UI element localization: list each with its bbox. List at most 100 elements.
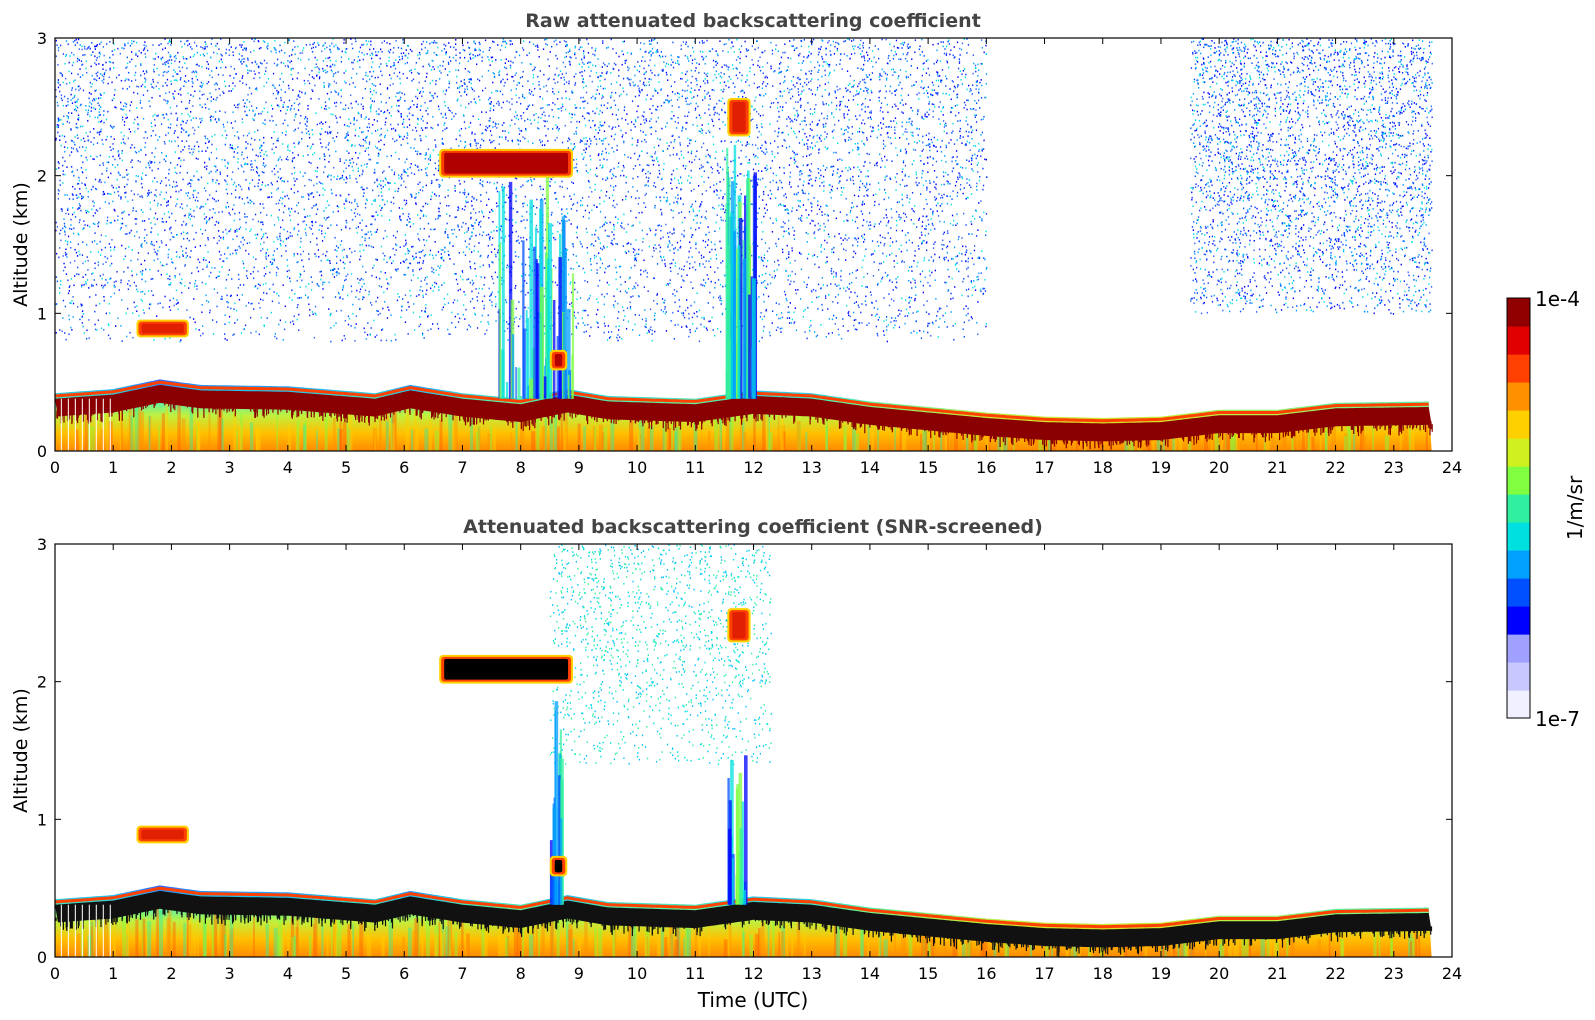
x-tick-label: 12: [743, 964, 763, 983]
x-tick-label: 2: [166, 964, 176, 983]
snr-screened-backscatter-panel: Attenuated backscattering coefficient (S…: [10, 516, 1462, 1012]
x-tick-label: 3: [225, 458, 235, 477]
colorbar-step: [1507, 522, 1530, 551]
x-tick-label: 7: [457, 964, 467, 983]
dense-layer-band: [55, 384, 1432, 442]
colorbar-step: [1507, 690, 1530, 719]
y-tick-label: 2: [37, 673, 47, 692]
colorbar-unit-label: 1/m/sr: [1563, 475, 1587, 540]
colorbar-step: [1507, 550, 1530, 579]
x-tick-label: 14: [860, 458, 880, 477]
y-axis: 0 1 2 3: [37, 535, 1452, 967]
colorbar-step: [1507, 326, 1530, 355]
x-tick-label: 24: [1442, 458, 1462, 477]
x-tick-label: 19: [1151, 964, 1171, 983]
colorbar-min-label: 1e-7: [1535, 707, 1580, 731]
x-tick-label: 4: [283, 458, 293, 477]
y-tick-label: 1: [37, 810, 47, 829]
precipitation-columns: [549, 701, 748, 905]
colorbar-step: [1507, 662, 1530, 691]
y-axis-label: Altitude (km): [10, 688, 32, 813]
x-tick-label: 16: [976, 458, 996, 477]
x-axis: 0 1 2 3 4 5 6 7 8 9 10 11 12 13 14 15 16 17 18 19 20 21 22 23 24: [50, 544, 1462, 983]
colorbar-step: [1507, 354, 1530, 383]
x-tick-label: 6: [399, 964, 409, 983]
x-tick-label: 13: [802, 964, 822, 983]
colorbar-step: [1507, 634, 1530, 663]
cloud-layers: [136, 608, 751, 877]
colorbar-steps: [1507, 298, 1530, 719]
x-axis: 0 1 2 3 4 5 6 7 8 9 10 11 12 13 14 15 16 17 18 19 20 21 22 23 24: [50, 38, 1462, 477]
x-tick-label: 5: [341, 458, 351, 477]
colorbar-step: [1507, 494, 1530, 523]
x-tick-label: 24: [1442, 964, 1462, 983]
colorbar-step: [1507, 382, 1530, 411]
panel-title: Raw attenuated backscattering coefficien…: [525, 10, 981, 32]
x-tick-label: 8: [516, 964, 526, 983]
y-tick-label: 1: [37, 304, 47, 323]
x-tick-label: 15: [918, 458, 938, 477]
x-tick-label: 7: [457, 458, 467, 477]
x-tick-label: 10: [627, 964, 647, 983]
x-tick-label: 1: [108, 458, 118, 477]
heatmap-area: [55, 38, 1433, 451]
x-tick-label: 5: [341, 964, 351, 983]
x-tick-label: 21: [1267, 458, 1287, 477]
y-tick-label: 0: [37, 442, 47, 461]
boundary-layer: [55, 379, 1433, 451]
colorbar-step: [1507, 410, 1530, 439]
x-tick-label: 14: [860, 964, 880, 983]
x-tick-label: 4: [283, 964, 293, 983]
cloud-layers: [136, 97, 751, 371]
colorbar: 1e-4 1e-7 1/m/sr: [1506, 287, 1587, 731]
colorbar-max-label: 1e-4: [1535, 287, 1580, 311]
precipitation-columns: [498, 144, 758, 399]
x-tick-label: 9: [574, 458, 584, 477]
y-tick-label: 3: [37, 29, 47, 48]
raw-backscatter-panel: Raw attenuated backscattering coefficien…: [10, 10, 1462, 477]
x-tick-label: 0: [50, 964, 60, 983]
panel-title: Attenuated backscattering coefficient (S…: [463, 516, 1043, 538]
boundary-layer: [55, 885, 1433, 957]
colorbar-step: [1507, 438, 1530, 467]
x-tick-label: 23: [1384, 458, 1404, 477]
colorbar-step: [1507, 298, 1530, 327]
y-tick-label: 3: [37, 535, 47, 554]
x-tick-label: 20: [1209, 964, 1229, 983]
x-axis-label: Time (UTC): [697, 988, 809, 1012]
colorbar-step: [1507, 578, 1530, 607]
y-axis: 0 1 2 3: [37, 29, 1452, 461]
x-tick-label: 3: [225, 964, 235, 983]
x-tick-label: 6: [399, 458, 409, 477]
x-tick-label: 8: [516, 458, 526, 477]
y-axis-label: Altitude (km): [10, 182, 32, 307]
colorbar-step: [1507, 466, 1530, 495]
x-tick-label: 1: [108, 964, 118, 983]
x-tick-label: 13: [802, 458, 822, 477]
x-tick-label: 12: [743, 458, 763, 477]
x-tick-label: 0: [50, 458, 60, 477]
x-tick-label: 16: [976, 964, 996, 983]
x-tick-label: 17: [1034, 964, 1054, 983]
colorbar-step: [1507, 606, 1530, 635]
heatmap-area: [55, 544, 1433, 957]
x-tick-label: 17: [1034, 458, 1054, 477]
x-tick-label: 15: [918, 964, 938, 983]
x-tick-label: 10: [627, 458, 647, 477]
x-tick-label: 21: [1267, 964, 1287, 983]
x-tick-label: 23: [1384, 964, 1404, 983]
x-tick-label: 2: [166, 458, 176, 477]
x-tick-label: 11: [685, 458, 705, 477]
x-tick-label: 20: [1209, 458, 1229, 477]
y-tick-label: 0: [37, 948, 47, 967]
x-tick-label: 19: [1151, 458, 1171, 477]
x-tick-label: 9: [574, 964, 584, 983]
y-tick-label: 2: [37, 167, 47, 186]
x-tick-label: 22: [1325, 458, 1345, 477]
x-tick-label: 18: [1093, 458, 1113, 477]
x-tick-label: 11: [685, 964, 705, 983]
x-tick-label: 18: [1093, 964, 1113, 983]
noise-speckle: [549, 544, 772, 766]
colorbar-frame: [1506, 297, 1531, 719]
